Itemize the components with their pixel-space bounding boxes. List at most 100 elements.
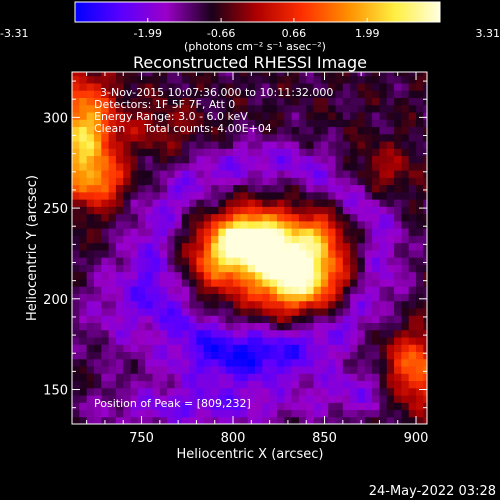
heatmap-cell xyxy=(298,119,307,128)
heatmap-cell xyxy=(284,365,293,374)
heatmap-cell xyxy=(357,336,366,345)
heatmap-cell xyxy=(174,336,183,345)
heatmap-cell xyxy=(306,416,315,424)
heatmap-cell xyxy=(145,409,154,418)
heatmap-cell xyxy=(211,97,219,106)
heatmap-cell xyxy=(93,336,102,345)
heatmap-cell xyxy=(328,307,337,316)
heatmap-cell xyxy=(335,380,344,389)
heatmap-cell xyxy=(240,416,249,424)
heatmap-cell xyxy=(72,82,80,91)
heatmap-cell xyxy=(350,358,359,367)
heatmap-cell xyxy=(408,300,417,309)
heatmap-cell xyxy=(313,257,322,265)
heatmap-cell xyxy=(372,394,381,403)
heatmap-cell xyxy=(196,90,205,98)
heatmap-cell xyxy=(335,213,344,222)
heatmap-cell xyxy=(174,140,183,149)
heatmap-cell xyxy=(328,90,337,98)
heatmap-cell xyxy=(284,249,293,258)
heatmap-cell xyxy=(145,402,154,411)
heatmap-cell xyxy=(262,169,271,178)
heatmap-cell xyxy=(291,155,300,164)
heatmap-cell xyxy=(254,373,263,382)
heatmap-cell xyxy=(233,307,241,316)
heatmap-cell xyxy=(101,191,110,200)
heatmap-cell xyxy=(335,358,344,367)
heatmap-cell xyxy=(247,177,256,186)
heatmap-cell xyxy=(240,191,249,200)
heatmap-cell xyxy=(123,293,132,302)
heatmap-cell xyxy=(350,177,359,186)
heatmap-cell xyxy=(364,358,373,367)
heatmap-cell xyxy=(72,380,80,389)
heatmap-cell xyxy=(137,148,146,157)
heatmap-cell xyxy=(423,220,427,229)
heatmap-cell xyxy=(167,140,176,149)
heatmap-cell xyxy=(145,90,154,98)
heatmap-cell xyxy=(93,286,102,294)
heatmap-cell xyxy=(423,184,427,193)
heatmap-cell xyxy=(123,373,132,382)
heatmap-cell xyxy=(159,148,168,157)
heatmap-cell xyxy=(416,111,424,120)
heatmap-cell xyxy=(284,322,293,331)
heatmap-cell xyxy=(167,220,176,229)
heatmap-cell xyxy=(240,75,249,84)
heatmap-cell xyxy=(159,199,168,207)
heatmap-cell xyxy=(313,249,322,258)
heatmap-cell xyxy=(335,184,344,193)
heatmap-cell xyxy=(101,373,110,382)
heatmap-cell xyxy=(247,322,256,331)
colorbar-tick-label: 1.99 xyxy=(355,27,380,40)
heatmap-cell xyxy=(357,140,366,149)
heatmap-cell xyxy=(372,191,381,200)
heatmap-cell xyxy=(233,315,241,323)
heatmap-cell xyxy=(364,365,373,374)
heatmap-cell xyxy=(240,213,249,222)
heatmap-cell xyxy=(276,220,285,229)
heatmap-cell xyxy=(284,293,293,302)
heatmap-cell xyxy=(181,148,190,157)
heatmap-cell xyxy=(218,235,227,244)
heatmap-cell xyxy=(123,97,132,106)
heatmap-cell xyxy=(320,380,329,389)
heatmap-cell xyxy=(328,97,337,106)
heatmap-cell xyxy=(130,300,139,309)
heatmap-cell xyxy=(196,257,205,265)
heatmap-cell xyxy=(291,213,300,222)
heatmap-cell xyxy=(320,90,329,98)
heatmap-cell xyxy=(401,249,410,258)
heatmap-cell xyxy=(247,315,256,323)
heatmap-cell xyxy=(328,286,337,294)
heatmap-cell xyxy=(313,394,322,403)
heatmap-cell xyxy=(401,358,410,367)
heatmap-cell xyxy=(357,293,366,302)
heatmap-cell xyxy=(269,293,278,302)
heatmap-cell xyxy=(298,351,307,360)
heatmap-cell xyxy=(408,394,417,403)
heatmap-cell xyxy=(86,148,95,157)
heatmap-cell xyxy=(225,148,234,157)
heatmap-cell xyxy=(152,300,161,309)
heatmap-cell xyxy=(408,257,417,265)
heatmap-cell xyxy=(284,169,293,178)
heatmap-cell xyxy=(225,126,234,135)
heatmap-cell xyxy=(284,206,293,215)
heatmap-cell xyxy=(254,394,263,403)
heatmap-cell xyxy=(364,220,373,229)
heatmap-cell xyxy=(123,191,132,200)
heatmap-cell xyxy=(335,329,344,338)
heatmap-cell xyxy=(386,104,395,113)
heatmap-cell xyxy=(225,82,234,91)
heatmap-cell xyxy=(211,387,219,396)
heatmap-cell xyxy=(247,293,256,302)
heatmap-cell xyxy=(115,235,124,244)
heatmap-cell xyxy=(342,126,351,135)
heatmap-cell xyxy=(196,409,205,418)
heatmap-cell xyxy=(357,119,366,128)
heatmap-cell xyxy=(130,409,139,418)
heatmap-cell xyxy=(386,365,395,374)
heatmap-cell xyxy=(115,315,124,323)
heatmap-cell xyxy=(386,119,395,128)
